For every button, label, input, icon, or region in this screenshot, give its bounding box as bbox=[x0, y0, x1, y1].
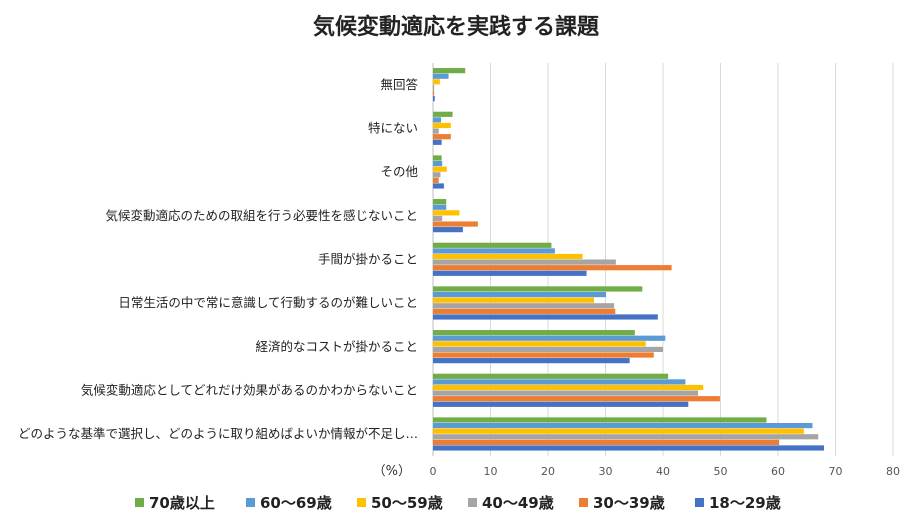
bar bbox=[433, 73, 449, 79]
bar bbox=[433, 445, 824, 451]
bar bbox=[433, 111, 453, 117]
bar bbox=[433, 96, 435, 102]
bar bbox=[433, 183, 444, 189]
category-label: どのような基準で選択し、どのように取り組めばよいか情報が不足し… bbox=[18, 426, 418, 441]
category-label: 日常生活の中で常に意識して行動するのが難しいこと bbox=[118, 295, 418, 310]
category-label: 経済的なコストが掛かること bbox=[255, 339, 418, 354]
bar bbox=[433, 160, 443, 167]
category-label: 手間が掛かること bbox=[318, 252, 418, 267]
legend-item: 70歳以上 bbox=[135, 494, 215, 512]
bar bbox=[433, 128, 439, 134]
bar bbox=[433, 248, 555, 254]
legend-item: 40～49歳 bbox=[468, 494, 554, 512]
x-tick-label: 0 bbox=[430, 465, 437, 478]
x-tick-label: 20 bbox=[541, 465, 555, 478]
legend-label: 50～59歳 bbox=[371, 494, 443, 512]
bar bbox=[433, 384, 704, 391]
bar bbox=[433, 401, 689, 407]
x-axis-ticks: 0 10 20 30 40 50 60 70 80 bbox=[430, 465, 901, 478]
bar bbox=[433, 297, 594, 303]
chart-title: 気候変動適応を実践する課題 bbox=[313, 14, 600, 40]
bar bbox=[433, 390, 699, 396]
bars-layer bbox=[433, 68, 824, 451]
category-label: 無回答 bbox=[380, 77, 418, 92]
x-tick-label: 80 bbox=[886, 465, 900, 478]
legend-item: 60～69歳 bbox=[246, 494, 332, 512]
bar bbox=[433, 434, 819, 440]
bar bbox=[433, 117, 442, 123]
bar bbox=[433, 139, 442, 145]
bar bbox=[433, 379, 686, 385]
x-tick-label: 70 bbox=[829, 465, 843, 478]
bar bbox=[433, 352, 654, 358]
legend-label: 30～39歳 bbox=[593, 494, 665, 512]
category-label: 気候変動適応のための取組を行う必要性を感じないこと bbox=[105, 208, 418, 223]
bar bbox=[433, 428, 804, 434]
legend-swatch bbox=[357, 498, 366, 507]
bar bbox=[433, 253, 583, 260]
legend-swatch bbox=[579, 498, 588, 507]
x-axis-unit-label: （%） bbox=[373, 464, 411, 479]
legend-label: 40～49歳 bbox=[482, 494, 554, 512]
bar bbox=[433, 335, 666, 341]
bar bbox=[433, 259, 616, 265]
x-tick-label: 40 bbox=[656, 465, 670, 478]
bar bbox=[433, 396, 720, 402]
bar bbox=[433, 227, 463, 233]
bar bbox=[433, 84, 435, 91]
legend-swatch bbox=[135, 498, 144, 507]
bar bbox=[433, 177, 439, 183]
bar bbox=[433, 346, 663, 353]
category-label: 特にない bbox=[368, 121, 418, 136]
bar bbox=[433, 308, 616, 314]
bar bbox=[433, 204, 447, 210]
legend-item: 18～29歳 bbox=[695, 494, 781, 512]
bar bbox=[433, 373, 669, 379]
legend: 70歳以上 60～69歳 50～59歳 40～49歳 30～39歳 18～29歳 bbox=[135, 494, 781, 512]
bar bbox=[433, 90, 435, 96]
bar bbox=[433, 122, 451, 129]
legend-item: 50～59歳 bbox=[357, 494, 443, 512]
bar bbox=[433, 68, 466, 74]
x-tick-label: 10 bbox=[484, 465, 498, 478]
legend-item: 30～39歳 bbox=[579, 494, 665, 512]
bar bbox=[433, 199, 447, 205]
bar bbox=[433, 79, 440, 85]
bar bbox=[433, 155, 442, 161]
x-tick-label: 60 bbox=[771, 465, 785, 478]
x-tick-label: 50 bbox=[714, 465, 728, 478]
category-labels: 無回答特にないその他気候変動適応のための取組を行う必要性を感じないこと手間が掛か… bbox=[18, 77, 419, 441]
x-tick-label: 30 bbox=[599, 465, 613, 478]
bar bbox=[433, 221, 478, 227]
bar bbox=[433, 417, 767, 423]
bar bbox=[433, 341, 646, 347]
bar bbox=[433, 286, 643, 292]
category-label: 気候変動適応としてどれだけ効果があるのかわからないこと bbox=[81, 383, 418, 398]
legend-label: 18～29歳 bbox=[709, 494, 781, 512]
bar bbox=[433, 172, 441, 178]
legend-swatch bbox=[468, 498, 477, 507]
bar bbox=[433, 134, 451, 140]
bar bbox=[433, 291, 607, 298]
bar bbox=[433, 314, 658, 320]
legend-label: 60～69歳 bbox=[260, 494, 332, 512]
bar bbox=[433, 270, 587, 276]
bar bbox=[433, 303, 615, 309]
legend-label: 70歳以上 bbox=[149, 494, 215, 512]
bar bbox=[433, 422, 813, 429]
bar bbox=[433, 242, 552, 248]
bar bbox=[433, 330, 635, 336]
bar bbox=[433, 358, 630, 364]
legend-swatch bbox=[695, 498, 704, 507]
category-label: その他 bbox=[380, 164, 418, 179]
grid-layer bbox=[432, 63, 894, 456]
bar bbox=[433, 215, 443, 222]
bar bbox=[433, 210, 460, 216]
bar bbox=[433, 166, 447, 172]
bar bbox=[433, 265, 672, 271]
legend-swatch bbox=[246, 498, 255, 507]
bar bbox=[433, 439, 780, 445]
